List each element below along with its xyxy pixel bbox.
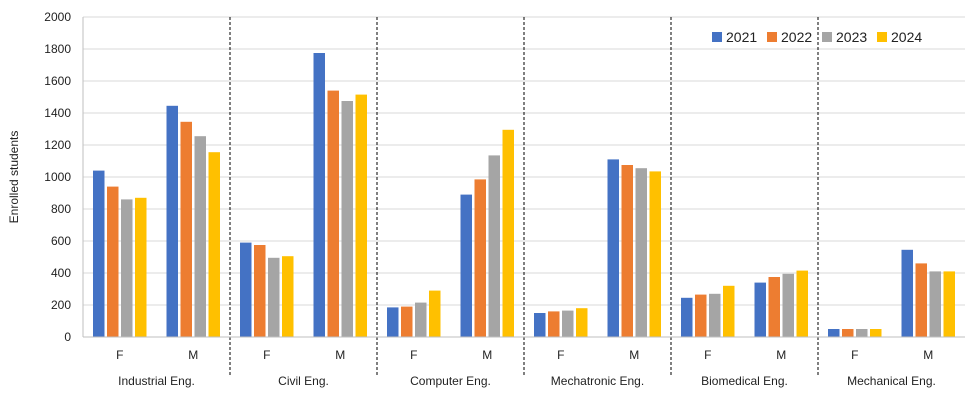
group-label: Mechanical Eng. — [847, 374, 936, 388]
bar-2023-12 — [929, 271, 941, 337]
legend-label-2024: 2024 — [891, 29, 922, 45]
y-tick-label: 2000 — [44, 10, 71, 24]
bar-2024-3 — [282, 256, 294, 337]
bar-2024-5 — [429, 290, 441, 337]
bar-2024-4 — [355, 94, 367, 337]
x-tick-label: F — [851, 348, 858, 362]
legend-label-2023: 2023 — [836, 29, 867, 45]
bar-2021-7 — [534, 313, 546, 337]
bar-2024-10 — [796, 270, 808, 337]
legend-swatch-2022 — [767, 32, 777, 42]
x-tick-label: M — [629, 348, 639, 362]
bar-2021-10 — [754, 282, 766, 337]
bar-2022-9 — [695, 294, 707, 337]
bar-2021-9 — [681, 297, 693, 337]
x-tick-label: F — [557, 348, 564, 362]
x-tick-label: F — [263, 348, 270, 362]
x-tick-label: M — [335, 348, 345, 362]
group-label: Biomedical Eng. — [701, 374, 788, 388]
bar-2021-3 — [240, 242, 252, 337]
bar-2023-9 — [709, 293, 721, 337]
bar-2023-11 — [856, 329, 868, 337]
bar-2022-1 — [107, 186, 119, 337]
bar-2023-4 — [341, 101, 353, 337]
bar-2023-8 — [635, 168, 647, 337]
legend-label-2021: 2021 — [726, 29, 757, 45]
group-label: Industrial Eng. — [118, 374, 195, 388]
y-tick-label: 600 — [51, 234, 71, 248]
bar-2023-6 — [488, 155, 500, 337]
legend: 2021 2022 2023 2024 — [712, 29, 922, 45]
x-tick-label: M — [923, 348, 933, 362]
bar-2022-8 — [621, 165, 633, 337]
bar-2024-12 — [943, 271, 955, 337]
x-tick-label: M — [188, 348, 198, 362]
bar-2022-6 — [474, 179, 486, 337]
bar-2021-11 — [828, 329, 840, 337]
y-tick-label: 0 — [64, 330, 71, 344]
x-tick-label: F — [410, 348, 417, 362]
x-tick-label: M — [776, 348, 786, 362]
bar-2024-2 — [208, 152, 220, 337]
group-label: Mechatronic Eng. — [551, 374, 644, 388]
bar-2023-10 — [782, 273, 794, 337]
group-separators — [229, 17, 819, 377]
legend-swatch-2023 — [822, 32, 832, 42]
x-tick-label: F — [116, 348, 123, 362]
legend-label-2022: 2022 — [781, 29, 812, 45]
bar-2024-9 — [723, 285, 735, 337]
y-tick-label: 1000 — [44, 170, 71, 184]
legend-swatch-2024 — [877, 32, 887, 42]
y-tick-label: 200 — [51, 298, 71, 312]
y-tick-label: 1200 — [44, 138, 71, 152]
bar-2023-7 — [562, 310, 574, 337]
bar-2021-2 — [166, 105, 178, 337]
x-tick-label: M — [482, 348, 492, 362]
bar-2021-5 — [387, 307, 399, 337]
bar-2022-11 — [842, 329, 854, 337]
y-tick-label: 1800 — [44, 42, 71, 56]
y-tick-label: 1600 — [44, 74, 71, 88]
bar-2021-6 — [460, 194, 472, 337]
x-tick-label: F — [704, 348, 711, 362]
bar-2022-10 — [768, 277, 780, 337]
bar-2021-1 — [93, 170, 105, 337]
bar-2022-5 — [401, 306, 413, 337]
axes: 0 200 400 600 800 1000 1200 1400 1600 1800 2000 F M F… — [44, 10, 965, 388]
bar-2023-5 — [415, 302, 427, 337]
y-tick-label: 800 — [51, 202, 71, 216]
bar-2021-8 — [607, 159, 619, 337]
bar-2023-3 — [268, 257, 280, 337]
bar-2024-1 — [135, 197, 147, 337]
bar-2024-11 — [870, 329, 882, 337]
bar-2024-7 — [576, 308, 588, 337]
bar-2024-6 — [502, 129, 514, 337]
bar-2022-7 — [548, 311, 560, 337]
y-tick-label: 1400 — [44, 106, 71, 120]
bar-2022-12 — [915, 263, 927, 337]
bar-2022-3 — [254, 245, 266, 337]
bar-2023-1 — [121, 199, 133, 337]
group-label: Civil Eng. — [278, 374, 329, 388]
group-label: Computer Eng. — [410, 374, 491, 388]
bar-2024-8 — [649, 171, 661, 337]
y-axis-title: Enrolled students — [7, 131, 21, 224]
bar-2022-2 — [180, 121, 192, 337]
bars — [93, 53, 955, 337]
bar-2021-4 — [313, 53, 325, 337]
bar-2023-2 — [194, 136, 206, 337]
legend-swatch-2021 — [712, 32, 722, 42]
y-tick-label: 400 — [51, 266, 71, 280]
bar-2022-4 — [327, 90, 339, 337]
bar-2021-12 — [901, 249, 913, 337]
